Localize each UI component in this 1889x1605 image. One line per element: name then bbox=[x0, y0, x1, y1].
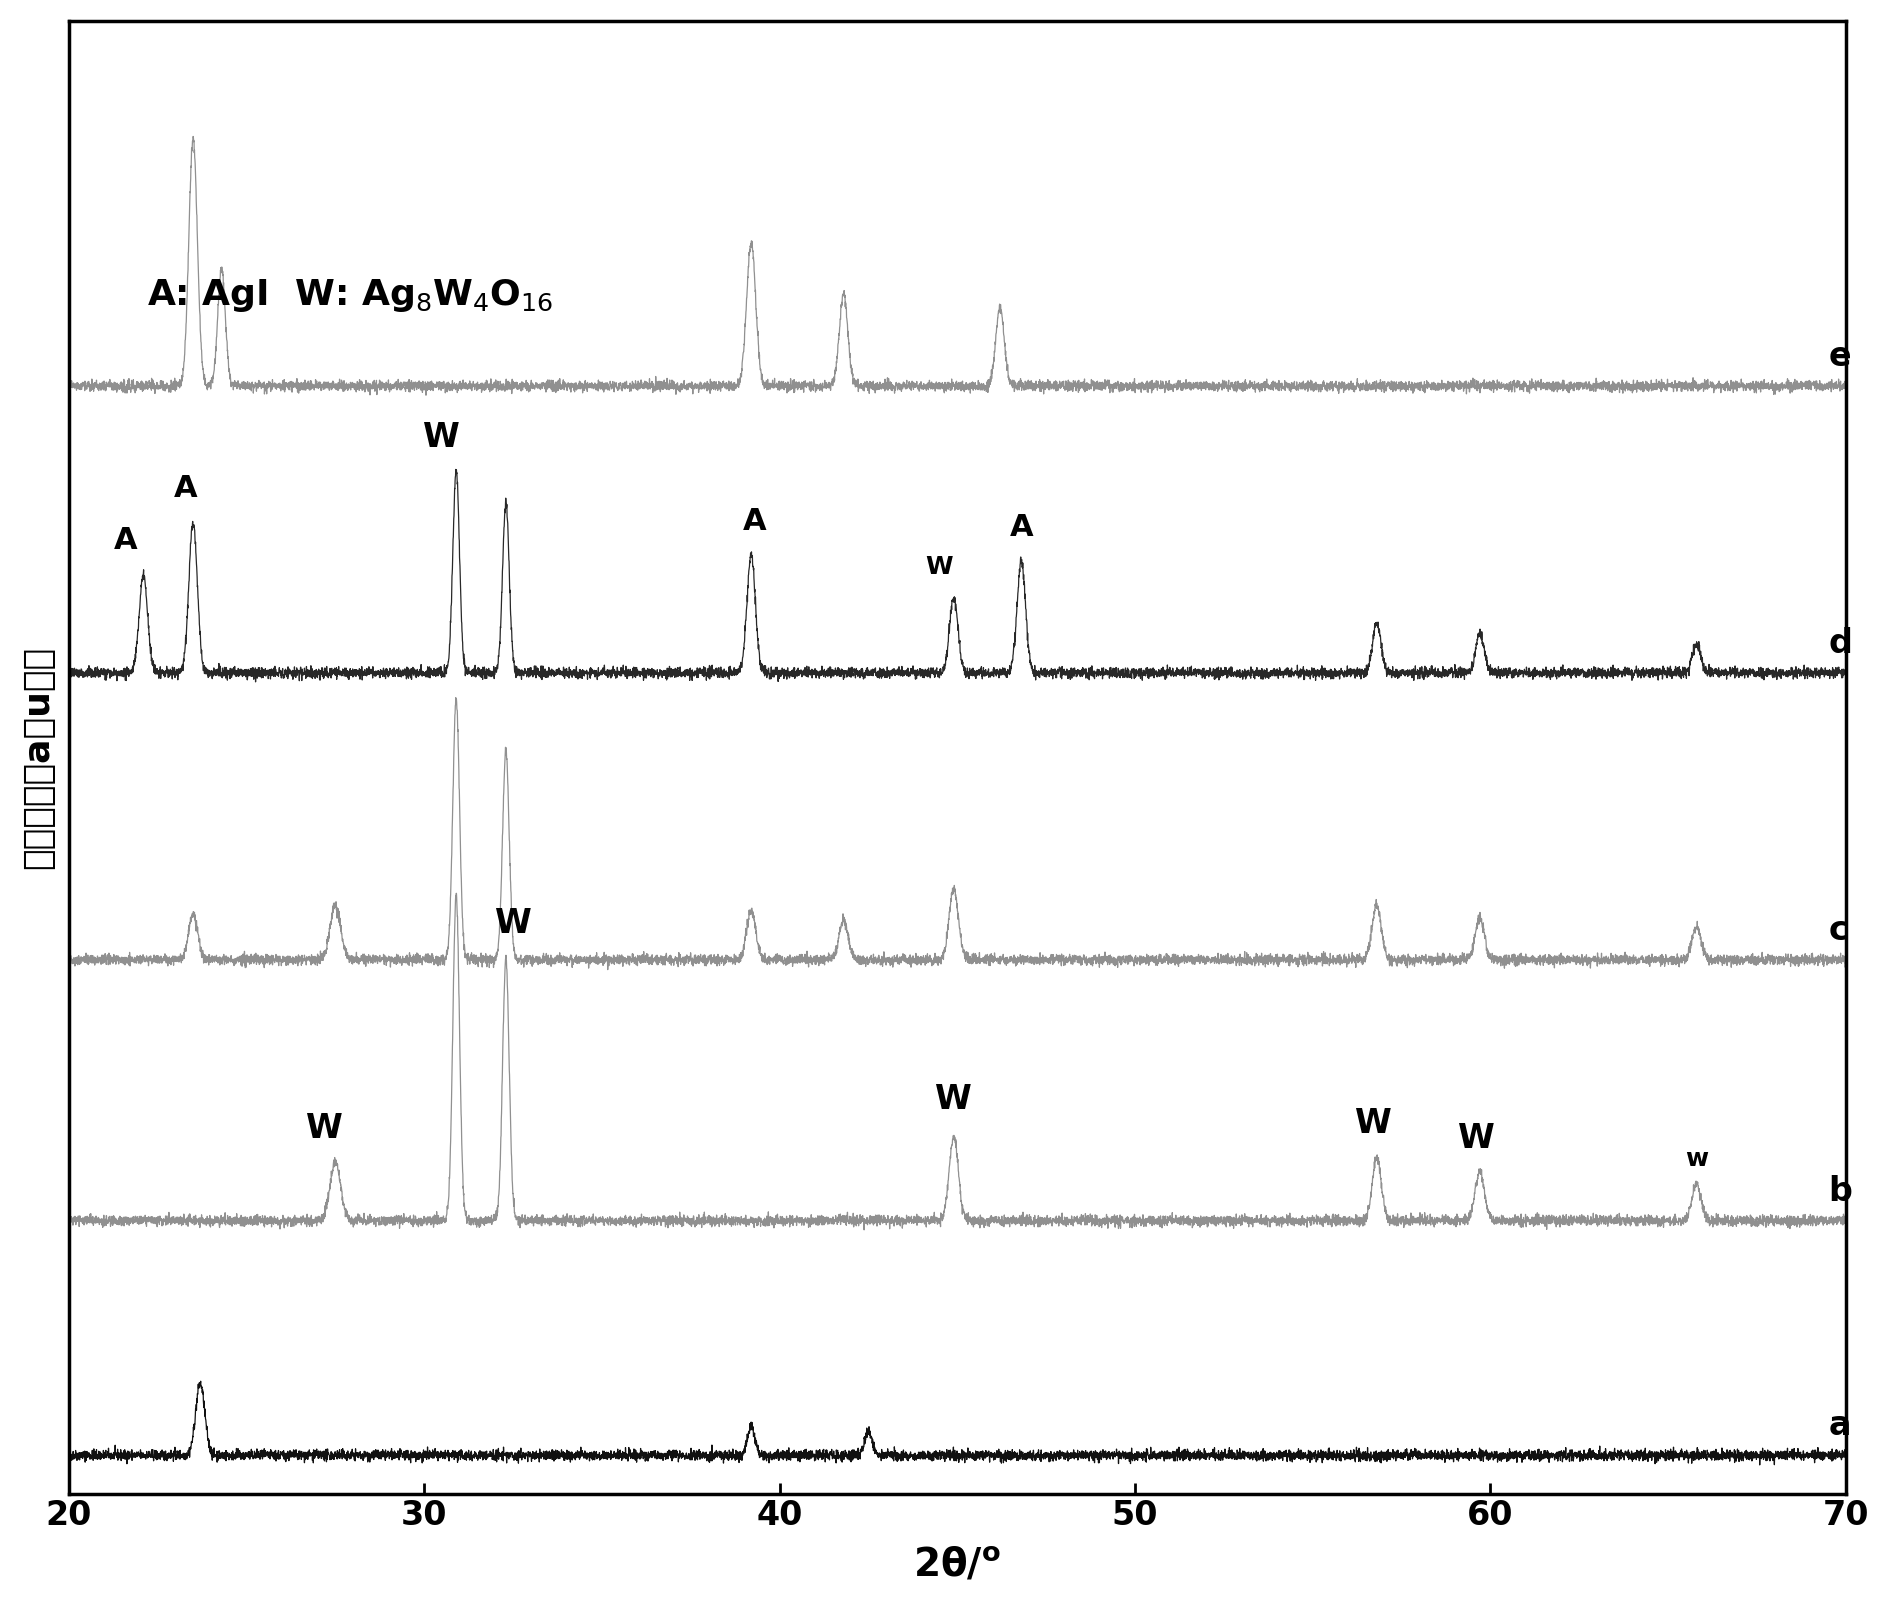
Text: b: b bbox=[1827, 1175, 1851, 1207]
Text: W: W bbox=[423, 421, 461, 454]
Y-axis label: 相对强度（a．u．）: 相对强度（a．u．） bbox=[21, 647, 55, 870]
Text: A: A bbox=[113, 526, 138, 555]
Text: a: a bbox=[1827, 1409, 1849, 1443]
Text: W: W bbox=[306, 1112, 344, 1144]
X-axis label: $\mathbf{2\theta}$$\mathbf{/^o}$: $\mathbf{2\theta}$$\mathbf{/^o}$ bbox=[912, 1546, 1001, 1584]
Text: d: d bbox=[1827, 628, 1851, 660]
Text: W: W bbox=[1354, 1107, 1390, 1140]
Text: w: w bbox=[1685, 1148, 1708, 1172]
Text: c: c bbox=[1827, 913, 1847, 947]
Text: W: W bbox=[935, 1083, 971, 1115]
Text: A: AgI  W: Ag$_8$W$_4$O$_{16}$: A: AgI W: Ag$_8$W$_4$O$_{16}$ bbox=[147, 278, 553, 315]
Text: e: e bbox=[1827, 340, 1849, 372]
Text: A: A bbox=[174, 475, 198, 504]
Text: W: W bbox=[926, 555, 952, 579]
Text: A: A bbox=[1009, 514, 1033, 542]
Text: W: W bbox=[1456, 1122, 1494, 1156]
Text: A: A bbox=[742, 507, 767, 536]
Text: W: W bbox=[495, 907, 531, 941]
